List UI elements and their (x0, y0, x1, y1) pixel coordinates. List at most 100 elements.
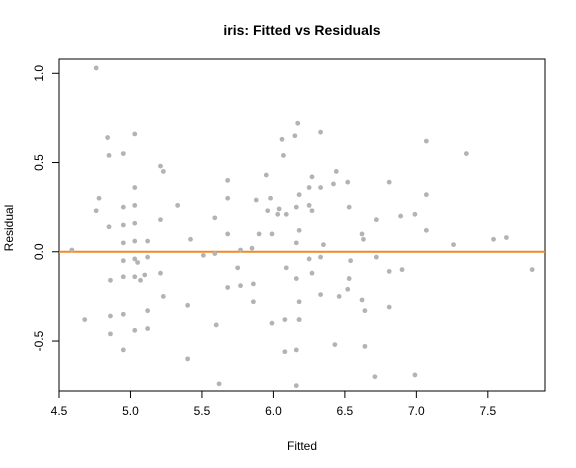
data-point (132, 256, 138, 262)
data-point (145, 326, 151, 331)
data-point (120, 204, 126, 210)
data-point (106, 224, 112, 230)
data-point (185, 302, 191, 308)
data-point (120, 222, 126, 228)
data-point (265, 208, 271, 214)
plot-area (58, 58, 546, 392)
data-point (160, 293, 166, 299)
data-point (263, 172, 269, 178)
data-point (158, 270, 163, 276)
data-point (451, 242, 456, 248)
data-point (96, 195, 102, 201)
data-point (82, 317, 88, 323)
x-tick-label: 7.5 (479, 404, 496, 418)
data-point (423, 227, 429, 233)
data-point (188, 236, 193, 242)
data-point (108, 331, 113, 337)
data-point (345, 286, 351, 292)
data-point (269, 231, 275, 237)
data-point (346, 276, 352, 281)
data-points (69, 65, 535, 389)
data-point (386, 304, 392, 310)
x-tick-label: 6.0 (265, 404, 282, 418)
data-point (212, 251, 218, 256)
data-point (292, 133, 298, 139)
x-tick-label: 5.0 (122, 404, 139, 418)
data-point (216, 381, 222, 387)
data-point (386, 269, 392, 274)
data-point (309, 174, 315, 180)
data-point (359, 297, 365, 303)
x-axis-label: Fitted (287, 439, 317, 453)
data-point (251, 281, 256, 287)
data-point (373, 217, 379, 223)
data-point (213, 322, 219, 328)
x-axis: 4.5 5.0 5.5 6.0 6.5 7.0 7.5 (51, 390, 496, 418)
data-point (132, 238, 138, 244)
data-point (69, 247, 75, 253)
data-point (346, 204, 352, 210)
data-point (132, 327, 138, 333)
data-point (306, 185, 312, 190)
data-point (145, 254, 151, 260)
data-point (253, 197, 259, 203)
y-tick-label: 0.0 (32, 243, 46, 260)
data-point (108, 277, 113, 283)
data-point (332, 342, 338, 347)
data-point (145, 238, 151, 244)
data-point (296, 192, 302, 198)
data-point (132, 202, 138, 208)
data-point (185, 356, 191, 362)
data-point (120, 151, 126, 157)
data-point (238, 247, 243, 253)
data-point (276, 206, 282, 212)
data-point (296, 317, 302, 323)
data-point (293, 347, 299, 353)
data-point (318, 185, 323, 190)
data-point (293, 240, 299, 246)
data-point (386, 179, 392, 185)
data-point (175, 202, 181, 208)
data-point (160, 169, 166, 174)
data-point (336, 293, 342, 299)
data-point (275, 211, 281, 217)
data-point (529, 267, 535, 273)
data-point (398, 213, 404, 219)
data-point (331, 181, 336, 187)
data-point (362, 308, 368, 314)
data-point (345, 179, 351, 185)
data-point (235, 265, 241, 271)
data-point (225, 231, 231, 237)
data-point (93, 208, 99, 214)
data-point (120, 311, 126, 317)
data-point (333, 169, 339, 174)
data-point (296, 299, 302, 305)
data-point (309, 208, 315, 214)
data-point (93, 65, 99, 71)
y-axis: -0.5 0.0 0.5 1.0 (32, 65, 60, 351)
data-point (306, 202, 312, 208)
x-tick-label: 5.5 (194, 404, 211, 418)
data-point (105, 135, 110, 140)
data-point (348, 258, 353, 264)
data-point (306, 256, 312, 262)
data-point (138, 277, 143, 283)
y-tick-label: 1.0 (32, 65, 46, 82)
data-point (142, 272, 148, 278)
data-point (318, 254, 323, 260)
data-point (132, 220, 138, 226)
data-point (249, 245, 255, 251)
chart-title: iris: Fitted vs Residuals (223, 22, 380, 38)
x-tick-label: 4.5 (51, 404, 68, 418)
data-point (412, 372, 418, 378)
data-point (279, 136, 285, 142)
data-point (145, 308, 151, 314)
data-point (423, 192, 429, 198)
data-point (295, 120, 301, 126)
data-point (296, 227, 302, 233)
x-tick-label: 6.5 (337, 404, 354, 418)
data-point (359, 231, 365, 237)
data-point (399, 267, 405, 273)
data-point (256, 231, 262, 237)
data-point (318, 292, 323, 298)
